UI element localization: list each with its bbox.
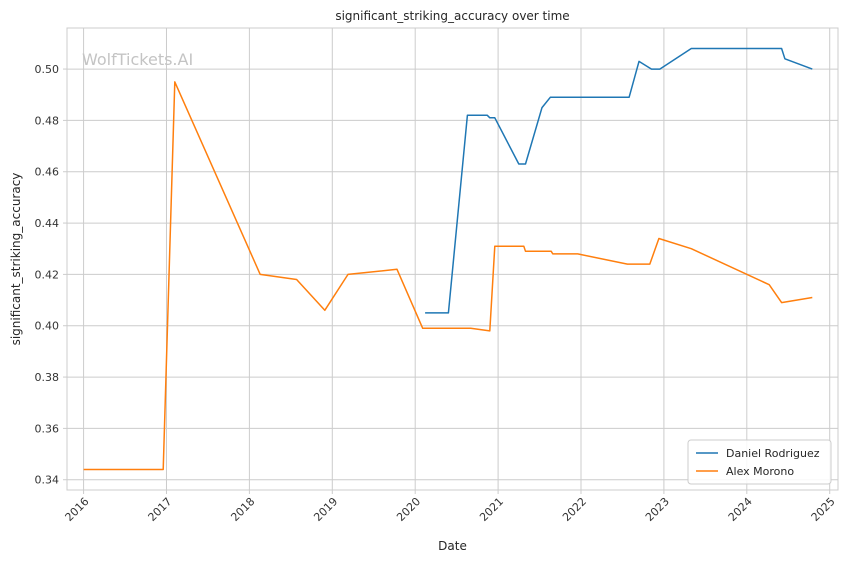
y-axis-title: significant_striking_accuracy: [9, 173, 23, 346]
y-tick-label: 0.34: [35, 474, 60, 487]
y-axis-ticks: 0.34 0.36 0.38 0.40 0.42 0.44 0.46 0.48 0.50: [35, 63, 67, 487]
watermark: WolfTickets.AI: [82, 50, 193, 69]
series-line-alex-morono: [83, 81, 813, 471]
y-tick-label: 0.48: [35, 114, 60, 127]
y-tick-label: 0.36: [35, 422, 60, 435]
y-tick-label: 0.38: [35, 371, 60, 384]
series-line-daniel-rodriguez: [425, 47, 813, 314]
series-layer: [83, 47, 813, 471]
x-axis-title: Date: [438, 539, 467, 553]
y-tick-label: 0.46: [35, 166, 60, 179]
legend-label-alex-morono: Alex Morono: [726, 465, 794, 478]
legend: Daniel Rodriguez Alex Morono: [687, 439, 832, 485]
y-tick-label: 0.42: [35, 268, 60, 281]
y-tick-label: 0.50: [35, 63, 60, 76]
y-tick-label: 0.44: [35, 217, 60, 230]
legend-box: [687, 439, 832, 485]
y-tick-label: 0.40: [35, 320, 60, 333]
plot-frame: [66, 27, 839, 491]
legend-label-daniel-rodriguez: Daniel Rodriguez: [726, 447, 820, 460]
chart-title: significant_striking_accuracy over time: [335, 9, 569, 23]
